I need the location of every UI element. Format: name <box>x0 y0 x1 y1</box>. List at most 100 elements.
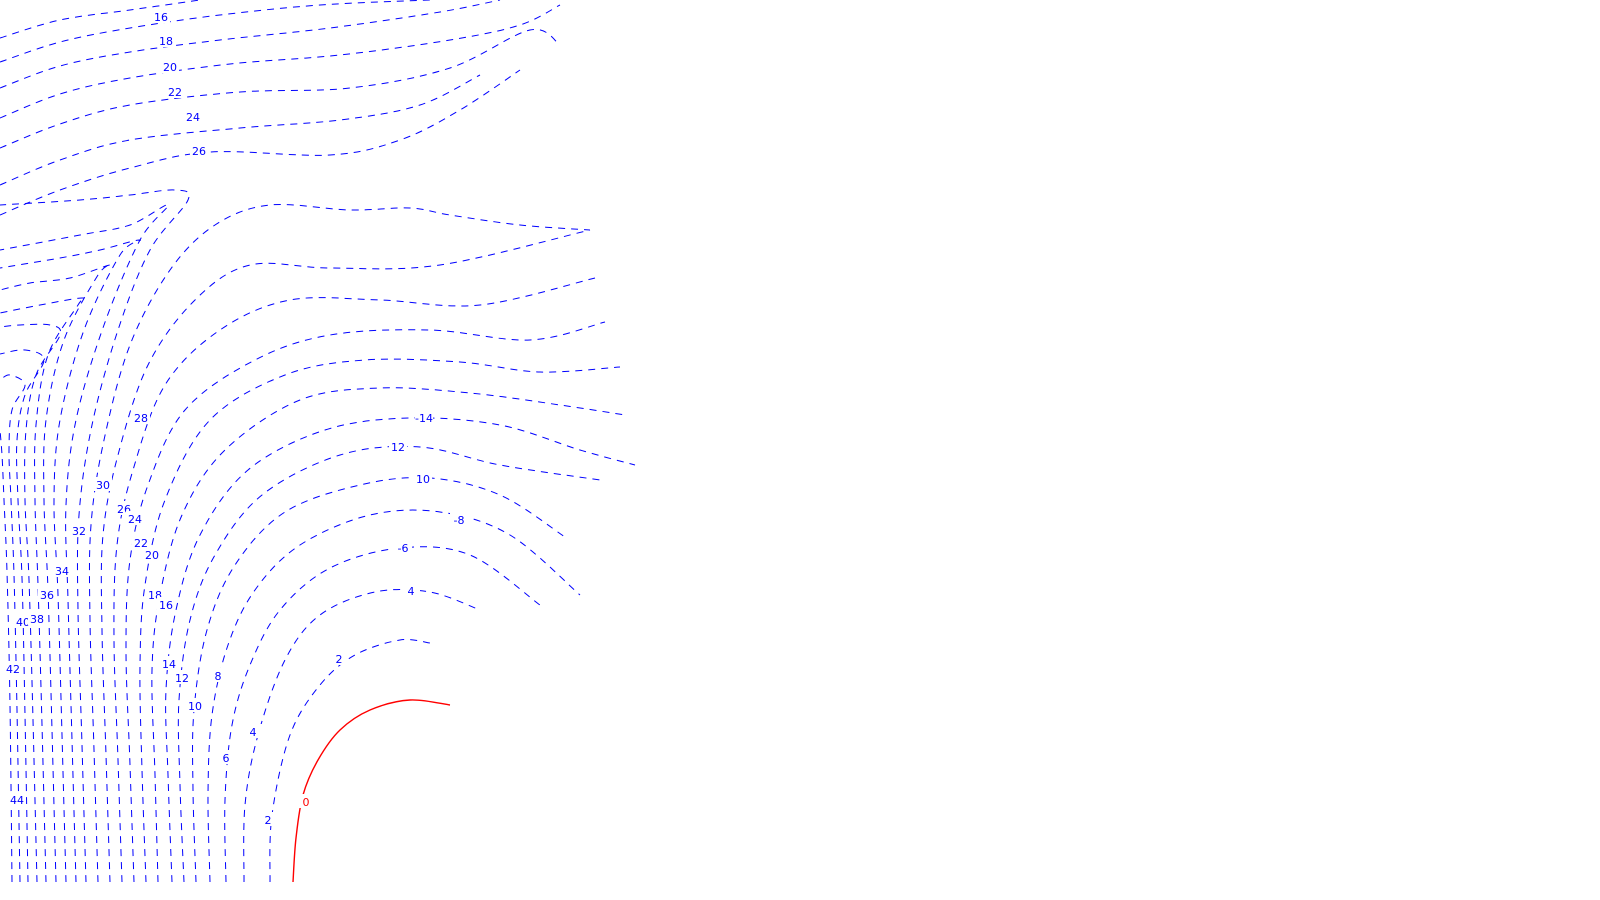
contour-label: 16 <box>159 599 173 612</box>
contour-line-top-sweep <box>0 69 521 216</box>
contour-line-neg22 <box>113 277 596 883</box>
contour-line-neg34 <box>0 264 112 883</box>
contour-label-bg <box>184 109 202 123</box>
contour-label: 22 <box>134 537 148 550</box>
contour-label: 14 <box>162 658 176 671</box>
contour-line-neg24 <box>100 229 591 883</box>
contour-label-bg <box>132 535 150 549</box>
contour-line-neg42 <box>0 374 26 883</box>
contour-label: 10 <box>416 473 430 486</box>
contour-label-bg <box>209 668 227 682</box>
contour-label: 28 <box>134 412 148 425</box>
contour-label: 0 <box>303 796 310 809</box>
contour-label-bg <box>415 410 433 424</box>
contour-label: 18 <box>159 35 173 48</box>
contour-label: -8 <box>454 514 465 527</box>
contour-label: -6 <box>398 542 409 555</box>
contour-label-bg <box>394 540 412 554</box>
contour-label: 24 <box>186 111 200 124</box>
contour-label-bg <box>186 698 204 712</box>
contour-label-bg <box>414 471 432 485</box>
contour-line-neg20 <box>125 321 606 883</box>
contour-label: 8 <box>215 670 222 683</box>
contour-label-bg <box>132 410 150 424</box>
contour-label: 26 <box>192 145 206 158</box>
contour-line-neg38 <box>0 323 62 883</box>
contour-label: 20 <box>163 61 177 74</box>
contour-label: 32 <box>72 525 86 538</box>
contour-line-neg36 <box>0 297 86 883</box>
contour-line-neg26 <box>88 203 591 883</box>
contour-label: -14 <box>415 412 433 425</box>
contour-line-neg2 <box>269 639 431 883</box>
contour-label-bg <box>53 563 71 577</box>
contour-label: 16 <box>154 11 168 24</box>
contour-line-neg16 <box>151 387 626 883</box>
contour-label-bg <box>402 583 420 597</box>
contour-label: 34 <box>55 565 69 578</box>
contour-label: 24 <box>128 513 142 526</box>
contour-label: 4 <box>250 726 257 739</box>
contour-label-bg <box>190 143 208 157</box>
contour-label-bg <box>4 661 22 675</box>
contour-line-neg4 <box>243 588 481 883</box>
contour-line-neg12 <box>177 445 601 883</box>
contour-line-neg14 <box>165 417 636 883</box>
contour-line-neg10 <box>192 477 566 883</box>
contour-line-neg40 <box>0 349 45 883</box>
contour-line-neg44 <box>0 429 13 883</box>
contour-line-top-sweep <box>0 0 501 89</box>
contour-label-bg <box>389 439 407 453</box>
contour-label: 38 <box>30 613 44 626</box>
contour-label-bg <box>38 587 56 601</box>
contour-label-bg <box>217 750 235 764</box>
contour-label: 22 <box>168 86 182 99</box>
contour-label: 6 <box>223 752 230 765</box>
contour-line-neg18 <box>139 358 621 883</box>
contour-label: 44 <box>10 794 24 807</box>
contour-line-neg8 <box>207 509 581 883</box>
contour-label-bg <box>330 651 348 665</box>
contour-line-zero <box>292 699 451 883</box>
contour-label-bg <box>126 511 144 525</box>
contour-label: 12 <box>391 441 405 454</box>
contour-label: 20 <box>145 549 159 562</box>
contour-label: 30 <box>96 479 110 492</box>
contour-line-neg30 <box>0 204 169 883</box>
contour-label: 42 <box>6 663 20 676</box>
contour-line-top-sweep <box>0 4 561 119</box>
contour-line-neg28 <box>0 189 190 883</box>
contour-label-bg <box>152 9 170 23</box>
contour-label-bg <box>143 547 161 561</box>
contour-label-bg <box>14 614 32 628</box>
contour-line-top-sweep <box>0 28 561 149</box>
contour-label-bg <box>173 670 191 684</box>
contour-label-bg <box>157 597 175 611</box>
contour-label: 4 <box>408 585 415 598</box>
contour-label-bg <box>160 656 178 670</box>
contour-label-bg <box>244 724 262 738</box>
contour-line-top-sweep <box>0 0 431 63</box>
contour-label: 2 <box>265 814 272 827</box>
contour-label-bg <box>157 33 175 47</box>
contour-label-bg <box>70 523 88 537</box>
contour-label: 10 <box>188 700 202 713</box>
contour-label-bg <box>450 512 468 526</box>
contour-label-bg <box>8 792 26 806</box>
contour-label-bg <box>297 794 315 808</box>
contour-label: 12 <box>175 672 189 685</box>
contour-label-bg <box>94 477 112 491</box>
contour-label: 40 <box>16 616 30 629</box>
contour-label: 36 <box>40 589 54 602</box>
contour-line-top-sweep <box>0 74 481 186</box>
contour-label-bg <box>161 59 179 73</box>
contour-label-bg <box>259 812 277 826</box>
contour-label-bg <box>28 611 46 625</box>
contour-line-neg6 <box>224 546 541 883</box>
contour-line-top-sweep <box>0 0 201 39</box>
contour-label-bg <box>166 84 184 98</box>
contour-line-neg32 <box>0 239 141 883</box>
contour-label: 2 <box>336 653 343 666</box>
